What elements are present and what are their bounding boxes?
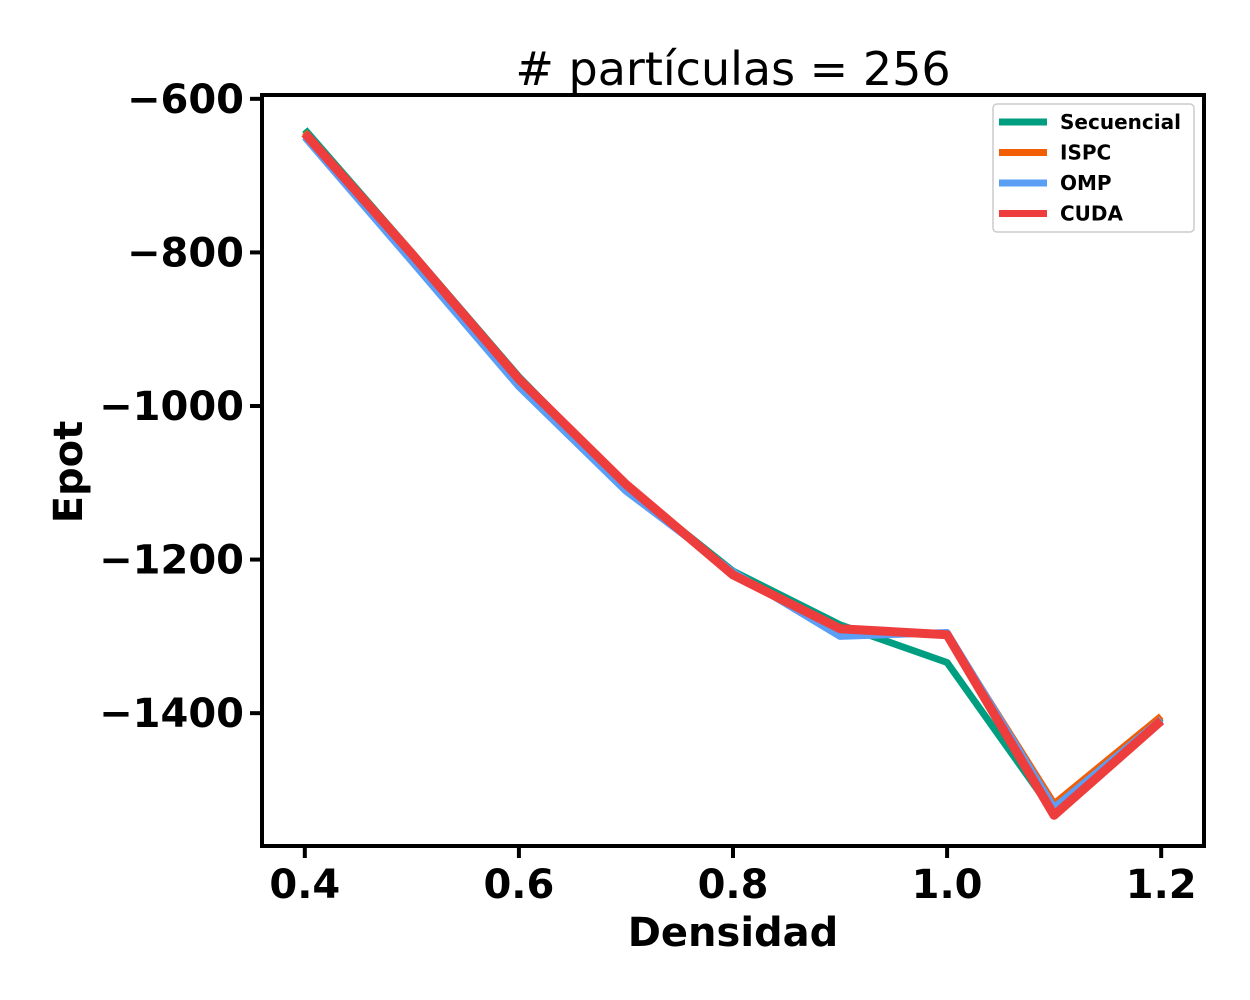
y-tick-label: −1000 <box>99 384 244 430</box>
x-tick-label: 1.2 <box>1126 862 1197 908</box>
x-tick-label: 0.6 <box>483 862 554 908</box>
legend-label-omp: OMP <box>1060 171 1112 195</box>
legend-label-cuda: CUDA <box>1060 202 1124 226</box>
y-tick-label: −1400 <box>99 691 244 737</box>
x-tick-label: 1.0 <box>912 862 983 908</box>
y-tick-label: −600 <box>127 77 244 123</box>
legend: Secuencial ISPC OMP CUDA <box>992 103 1195 233</box>
x-axis-ticks: 0.4 0.6 0.8 1.0 1.2 <box>269 846 1197 908</box>
legend-label-secuencial: Secuencial <box>1060 110 1181 134</box>
y-tick-label: −1200 <box>99 538 244 584</box>
x-tick-label: 0.4 <box>269 862 340 908</box>
x-axis-label: Densidad <box>628 910 839 956</box>
legend-box <box>992 103 1195 233</box>
chart-title: # partículas = 256 <box>515 42 950 96</box>
legend-label-ispc: ISPC <box>1060 141 1111 165</box>
y-axis-ticks: −600 −800 −1000 −1200 −1400 <box>99 77 262 737</box>
y-axis-label: Epot <box>46 421 92 524</box>
x-tick-label: 0.8 <box>698 862 769 908</box>
series-line-omp <box>302 134 1164 812</box>
series-lines <box>301 127 1165 820</box>
y-tick-label: −800 <box>127 230 244 276</box>
series-line-cuda <box>301 130 1165 820</box>
